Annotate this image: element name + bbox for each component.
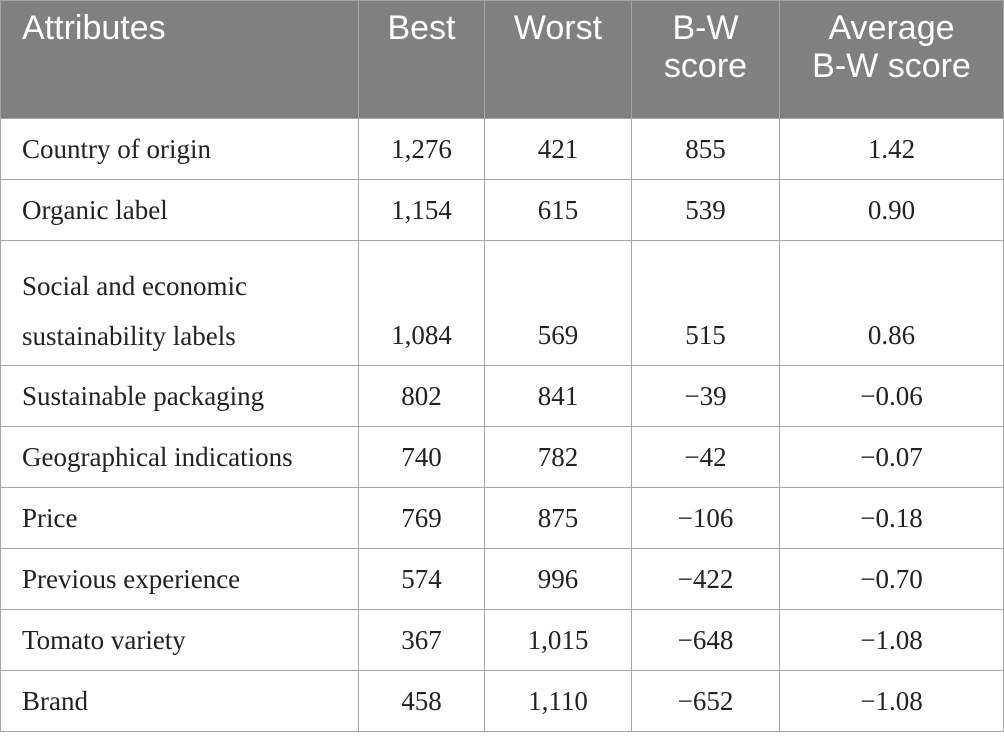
cell-average-bw-score: −0.07 [779,426,1004,488]
table-header: Attributes Best Worst B-W score Average … [0,0,1004,119]
cell-average-bw-score: 0.90 [779,179,1004,241]
cell-attribute-line: sustainability labels [22,321,236,351]
cell-worst: 875 [484,487,632,549]
cell-average-bw-score: −0.70 [779,548,1004,610]
cell-best: 367 [358,609,485,671]
table-row: Country of origin 1,276 421 855 1.42 [0,118,1004,180]
cell-average-bw-score: 0.86 [779,240,1004,366]
cell-worst: 996 [484,548,632,610]
cell-worst: 841 [484,365,632,427]
table-row: Brand 458 1,110 −652 −1.08 [0,670,1004,732]
cell-worst: 569 [484,240,632,366]
table-row: Sustainable packaging 802 841 −39 −0.06 [0,365,1004,427]
table-row: Social and economic sustainability label… [0,240,1004,366]
header-row: Attributes Best Worst B-W score Average … [0,0,1004,119]
cell-attribute: Sustainable packaging [0,365,359,427]
cell-worst: 1,015 [484,609,632,671]
cell-bw-score: −42 [631,426,780,488]
cell-worst: 421 [484,118,632,180]
header-attributes: Attributes [0,0,359,119]
cell-best: 574 [358,548,485,610]
cell-bw-score: −652 [631,670,780,732]
cell-best: 458 [358,670,485,732]
cell-best: 1,084 [358,240,485,366]
cell-worst: 782 [484,426,632,488]
cell-bw-score: 515 [631,240,780,366]
table-body: Country of origin 1,276 421 855 1.42 Org… [0,118,1004,732]
cell-average-bw-score: −0.06 [779,365,1004,427]
table-row: Geographical indications 740 782 −42 −0.… [0,426,1004,488]
cell-average-bw-score: −0.18 [779,487,1004,549]
cell-attribute: Geographical indications [0,426,359,488]
header-bw-score: B-W score [631,0,780,119]
cell-bw-score: −648 [631,609,780,671]
cell-attribute: Tomato variety [0,609,359,671]
table-row: Previous experience 574 996 −422 −0.70 [0,548,1004,610]
cell-bw-score: −106 [631,487,780,549]
cell-best: 740 [358,426,485,488]
cell-bw-score: −422 [631,548,780,610]
cell-worst: 615 [484,179,632,241]
cell-bw-score: 855 [631,118,780,180]
cell-attribute: Price [0,487,359,549]
cell-attribute: Country of origin [0,118,359,180]
header-worst: Worst [484,0,632,119]
header-average-bw-score: Average B-W score [779,0,1004,119]
cell-attribute-line: Social and economic [22,271,247,301]
cell-attribute: Organic label [0,179,359,241]
cell-attribute: Brand [0,670,359,732]
cell-average-bw-score: 1.42 [779,118,1004,180]
header-best: Best [358,0,485,119]
cell-attribute: Previous experience [0,548,359,610]
cell-attribute: Social and economic sustainability label… [0,240,359,366]
table-row: Organic label 1,154 615 539 0.90 [0,179,1004,241]
cell-best: 769 [358,487,485,549]
cell-average-bw-score: −1.08 [779,670,1004,732]
cell-best: 1,154 [358,179,485,241]
cell-average-bw-score: −1.08 [779,609,1004,671]
table-row: Tomato variety 367 1,015 −648 −1.08 [0,609,1004,671]
cell-worst: 1,110 [484,670,632,732]
table-row: Price 769 875 −106 −0.18 [0,487,1004,549]
cell-best: 802 [358,365,485,427]
cell-bw-score: −39 [631,365,780,427]
cell-best: 1,276 [358,118,485,180]
cell-bw-score: 539 [631,179,780,241]
